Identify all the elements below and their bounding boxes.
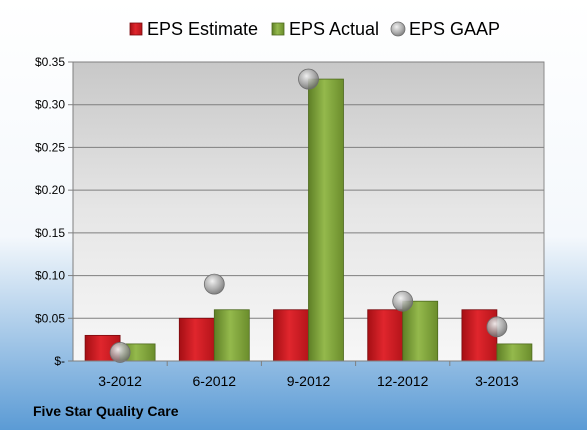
legend-swatch-eps-actual bbox=[271, 22, 285, 36]
plot-area bbox=[72, 61, 545, 363]
y-tick-label: $0.15 bbox=[35, 226, 65, 240]
x-axis: 3-2012 6-2012 9-2012 12-2012 3-2013 bbox=[73, 360, 544, 389]
bar-eps-actual bbox=[213, 309, 250, 362]
y-axis: $- $0.05 $0.10 $0.15 $0.20 $0.25 $0.30 $0.35 bbox=[35, 55, 74, 368]
bar-eps-estimate bbox=[178, 317, 215, 362]
y-tick-label: $0.25 bbox=[35, 140, 65, 154]
y-tick-label: $0.20 bbox=[35, 183, 65, 197]
bar-eps-actual bbox=[402, 300, 439, 362]
marker-eps-gaap bbox=[486, 316, 508, 338]
y-tick-label: $0.30 bbox=[35, 98, 65, 112]
y-tick-label: $0.05 bbox=[35, 311, 65, 325]
y-tick-label: $0.35 bbox=[35, 55, 65, 69]
legend-label-eps-gaap: EPS GAAP bbox=[409, 19, 500, 39]
x-tick-label: 12-2012 bbox=[377, 373, 429, 389]
legend-swatch-eps-estimate bbox=[129, 22, 143, 36]
legend-label-eps-actual: EPS Actual bbox=[289, 19, 379, 39]
y-tick-label: $0.10 bbox=[35, 269, 65, 283]
company-name: Five Star Quality Care bbox=[33, 403, 179, 419]
bar-eps-estimate bbox=[367, 309, 404, 362]
y-tick-label: $- bbox=[54, 354, 65, 368]
x-tick-label: 3-2013 bbox=[475, 373, 519, 389]
bar-eps-actual bbox=[496, 343, 533, 362]
legend: EPS Estimate EPS Actual EPS GAAP bbox=[129, 19, 500, 39]
x-tick-label: 6-2012 bbox=[193, 373, 237, 389]
marker-eps-gaap bbox=[109, 342, 131, 363]
bar-eps-estimate bbox=[273, 309, 309, 362]
legend-swatch-eps-gaap bbox=[390, 21, 406, 37]
marker-eps-gaap bbox=[298, 68, 319, 90]
x-tick-label: 9-2012 bbox=[287, 373, 331, 389]
marker-eps-gaap bbox=[392, 290, 414, 312]
bar-eps-actual bbox=[308, 78, 344, 362]
x-tick-label: 3-2012 bbox=[98, 373, 142, 389]
legend-label-eps-estimate: EPS Estimate bbox=[147, 19, 258, 39]
marker-eps-gaap bbox=[203, 273, 225, 295]
